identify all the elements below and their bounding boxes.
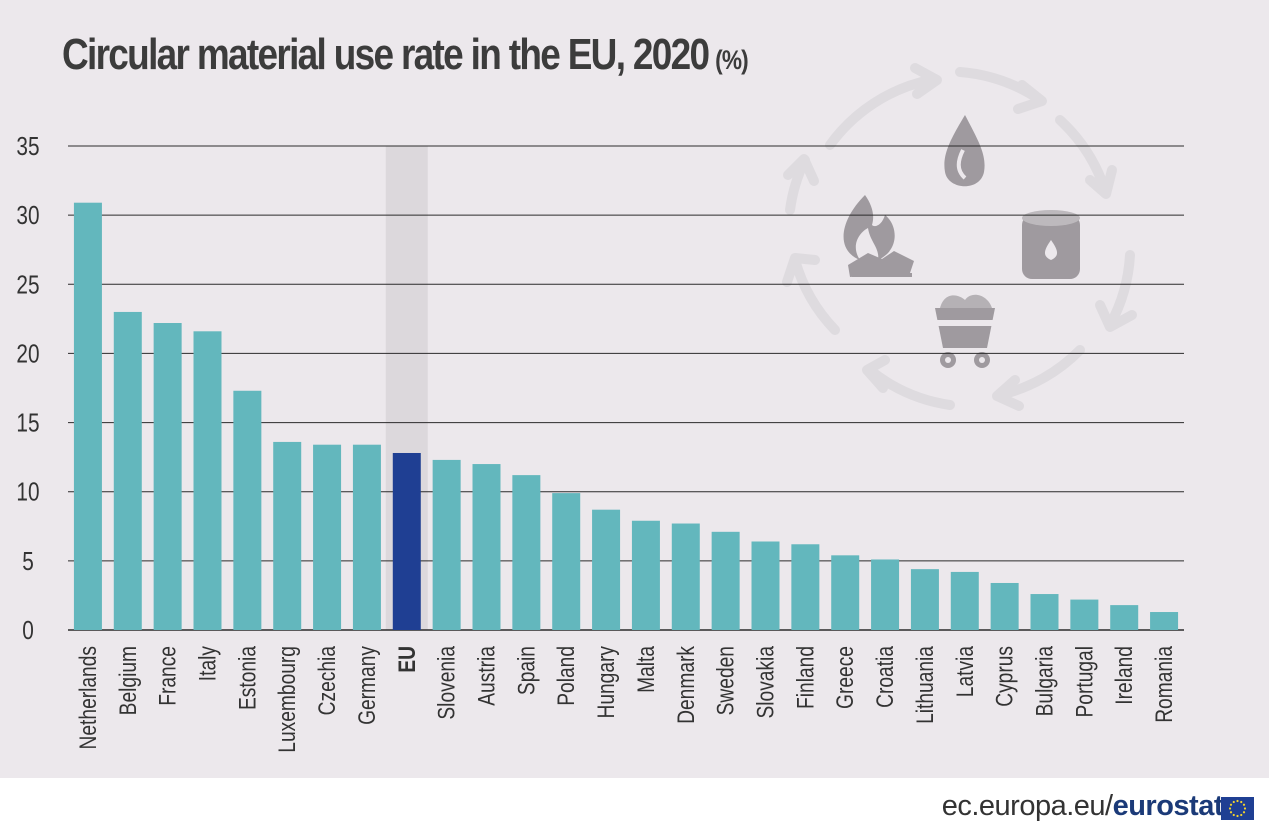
bar-croatia (871, 559, 900, 630)
bar-finland (791, 544, 820, 630)
bar-eu (392, 452, 421, 630)
bar-cyprus (990, 582, 1019, 630)
x-tick-label: Slovenia (433, 645, 461, 719)
bar-germany (352, 444, 381, 630)
x-tick-label: France (154, 646, 182, 706)
x-tick-label: Germany (353, 646, 381, 725)
x-tick-label: Hungary (592, 646, 620, 719)
x-tick-label: Poland (552, 646, 580, 706)
x-tick-label: Sweden (712, 646, 740, 715)
chart-title-text: Circular material use rate in the EU, 20… (62, 30, 710, 79)
bar-portugal (1070, 599, 1099, 630)
bar-lithuania (910, 569, 939, 630)
y-tick-label: 25 (16, 270, 39, 299)
bar-hungary (592, 509, 621, 630)
x-tick-label: Ireland (1110, 646, 1138, 705)
bar-france (153, 323, 182, 630)
x-tick-label: Czechia (313, 645, 341, 715)
footer: ec.europa.eu/eurostat (941, 790, 1224, 823)
bar-poland (552, 493, 581, 630)
x-tick-label: Malta (632, 645, 660, 693)
x-tick-label: Spain (512, 646, 540, 695)
bar-italy (193, 331, 222, 630)
bar-greece (831, 555, 860, 630)
bar-spain (512, 475, 541, 630)
x-tick-label: Latvia (951, 645, 979, 697)
y-tick-label: 5 (22, 547, 34, 576)
x-tick-label: Greece (831, 646, 859, 709)
bar-malta (631, 520, 660, 630)
x-tick-label: Lithuania (911, 645, 939, 724)
y-tick-label: 20 (16, 339, 39, 368)
footer-brand[interactable]: eurostat (1112, 790, 1224, 822)
bar-chart: 0 5 10 15 20 25 30 35 Netherlands Belgium France It… (16, 132, 1184, 753)
chart-title: Circular material use rate in the EU, 20… (62, 30, 749, 80)
y-tick-label: 10 (16, 478, 39, 507)
bar-slovenia (432, 459, 461, 630)
x-tick-label: Romania (1150, 645, 1178, 723)
bar-ireland (1110, 605, 1139, 630)
x-tick-label: Belgium (114, 646, 142, 715)
bar-slovakia (751, 541, 780, 630)
bar-denmark (671, 523, 700, 630)
circular-economy-recycling-icon (782, 63, 1137, 411)
bar-sweden (711, 531, 740, 630)
x-tick-label: Luxembourg (273, 646, 301, 753)
y-tick-label: 0 (22, 616, 34, 645)
bar-belgium (113, 311, 142, 630)
y-tick-label: 35 (16, 132, 39, 161)
x-tick-label: Bulgaria (1030, 645, 1058, 716)
x-tick-label: Cyprus (991, 646, 1019, 707)
x-tick-label: Croatia (871, 645, 899, 708)
bar-estonia (233, 390, 262, 630)
bar-austria (472, 464, 501, 630)
y-tick-label: 15 (16, 408, 39, 437)
x-tick-label: Finland (791, 646, 819, 709)
bar-latvia (950, 571, 979, 630)
x-tick-label: Austria (472, 645, 500, 706)
x-tick-label: Netherlands (74, 646, 102, 750)
x-tick-label: Portugal (1070, 646, 1098, 717)
bar-czechia (313, 444, 342, 630)
bar-romania (1150, 612, 1179, 630)
y-tick-label: 30 (16, 201, 39, 230)
chart-title-unit: (%) (715, 45, 749, 75)
footer-site[interactable]: ec.europa.eu/ (941, 790, 1113, 822)
eu-flag-icon (1221, 797, 1254, 820)
x-tick-label: Slovakia (751, 645, 779, 718)
bar-netherlands (73, 202, 102, 630)
bar-bulgaria (1030, 594, 1059, 630)
bar-luxembourg (273, 441, 302, 630)
x-tick-label: Italy (193, 646, 221, 681)
x-tick-label: EU (393, 646, 421, 673)
x-tick-label: Denmark (672, 646, 700, 724)
x-tick-label: Estonia (233, 645, 261, 710)
